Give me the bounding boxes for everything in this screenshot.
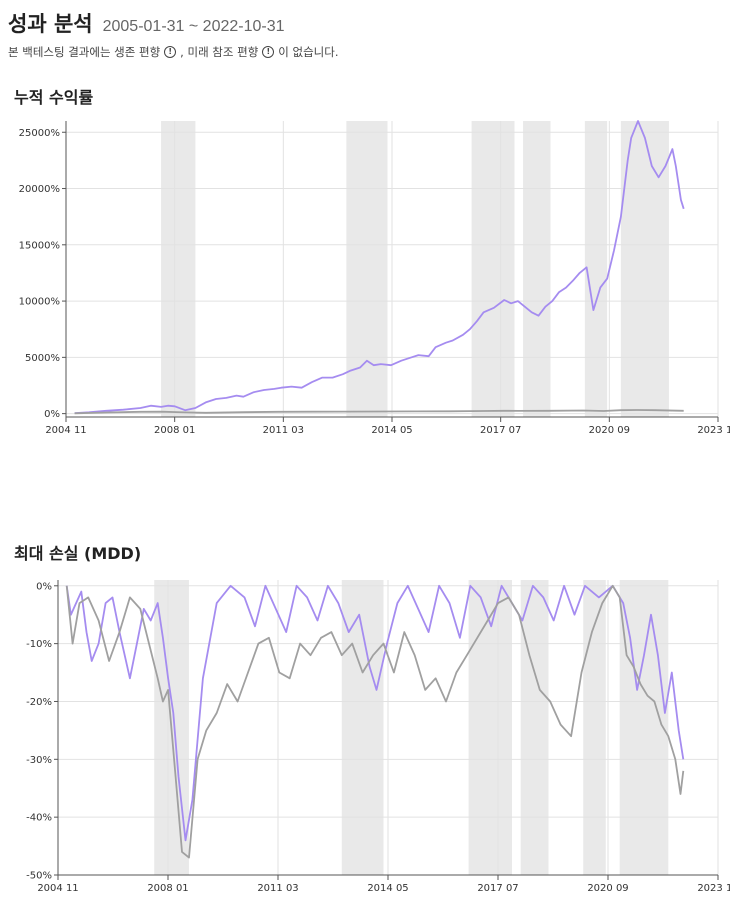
mdd-title: 최대 손실 (MDD) — [14, 544, 142, 563]
shaded-period — [346, 121, 388, 417]
shaded-period — [520, 580, 549, 875]
disclaimer-text-3: 이 없습니다. — [278, 45, 339, 59]
y-tick-label: 0% — [44, 409, 60, 420]
cumulative-return-title: 누적 수익률 — [14, 88, 94, 107]
y-tick-label: 0% — [36, 581, 52, 592]
shaded-period — [161, 121, 196, 417]
y-tick-label: 25000% — [19, 128, 60, 139]
shaded-period — [583, 580, 606, 875]
y-tick-label: -50% — [26, 871, 52, 882]
date-range: 2005-01-31 ~ 2022-10-31 — [102, 18, 285, 35]
disclaimer-text-1: 본 백테스팅 결과에는 생존 편향 — [8, 45, 161, 59]
series-line-1 — [74, 409, 684, 415]
x-tick-label: 2023 11 — [697, 883, 730, 894]
disclaimer: 본 백테스팅 결과에는 생존 편향 ! , 미래 참조 편향 ! 이 없습니다. — [8, 44, 339, 60]
shaded-period — [468, 580, 513, 875]
shaded-period — [523, 121, 551, 417]
x-tick-label: 2004 11 — [45, 425, 86, 436]
x-tick-label: 2011 03 — [263, 425, 304, 436]
shaded-period — [584, 121, 608, 417]
series-line-1 — [65, 584, 685, 859]
x-tick-label: 2014 05 — [367, 883, 408, 894]
info-circle-icon[interactable]: ! — [262, 46, 275, 58]
x-tick-label: 2008 01 — [147, 883, 188, 894]
y-tick-label: -10% — [26, 639, 52, 650]
x-tick-label: 2020 09 — [589, 425, 630, 436]
disclaimer-text-2: , 미래 참조 편향 — [180, 45, 259, 59]
y-tick-label: 5000% — [25, 353, 60, 364]
info-circle-icon[interactable]: ! — [164, 46, 177, 58]
x-tick-label: 2011 03 — [257, 883, 298, 894]
page-title: 성과 분석 — [8, 12, 93, 36]
cumulative-return-chart: 0% 5000% 10000% 15000% 20000% 25000% 2004 11 20… — [19, 120, 730, 436]
x-tick-label: 2020 09 — [587, 883, 628, 894]
x-tick-label: 2017 07 — [480, 425, 521, 436]
y-tick-label: 20000% — [19, 184, 60, 195]
shaded-period — [341, 580, 384, 875]
series-line-0 — [74, 120, 685, 414]
y-tick-label: -20% — [26, 697, 52, 708]
x-tick-label: 2023 11 — [697, 425, 730, 436]
y-tick-label: 15000% — [19, 240, 60, 251]
shaded-period — [620, 121, 669, 417]
mdd-chart: 0% -10% -20% -30% -40% -50%2004 11 2008 01 2011… — [26, 580, 730, 894]
shaded-period — [471, 121, 515, 417]
x-tick-label: 2008 01 — [154, 425, 195, 436]
y-tick-label: 10000% — [19, 297, 60, 308]
x-tick-label: 2017 07 — [477, 883, 518, 894]
header: 성과 분석 2005-01-31 ~ 2022-10-31 — [8, 8, 285, 38]
y-tick-label: -30% — [26, 755, 52, 766]
y-tick-label: -40% — [26, 813, 52, 824]
x-tick-label: 2004 11 — [37, 883, 78, 894]
series-line-0 — [65, 584, 685, 842]
x-tick-label: 2014 05 — [371, 425, 412, 436]
